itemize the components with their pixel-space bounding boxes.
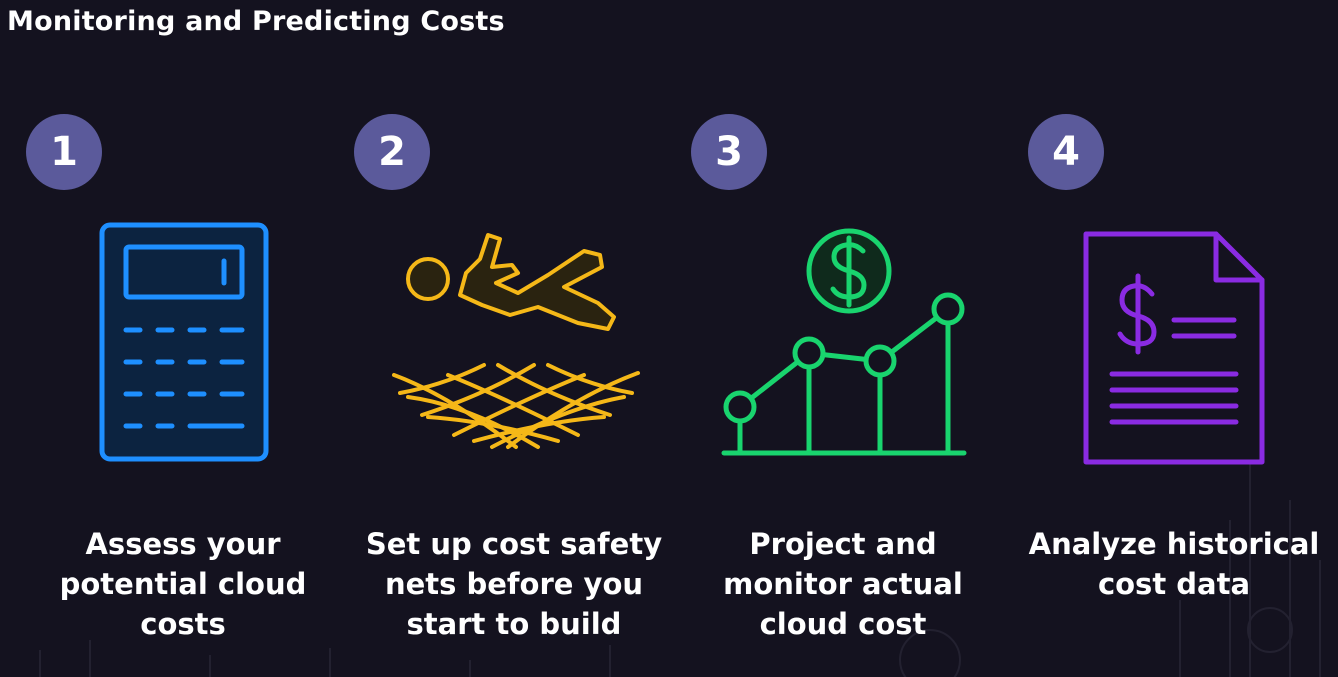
step-1-badge: 1 — [26, 114, 102, 190]
safety-net-icon — [392, 233, 640, 449]
step-2-caption: Set up cost safety nets before you start… — [365, 527, 663, 641]
cost-document-icon — [1083, 231, 1265, 465]
step-2-badge: 2 — [354, 114, 430, 190]
cost-trend-chart-icon — [721, 228, 967, 456]
step-3-caption: Project and monitor actual cloud cost — [723, 527, 963, 641]
step-3-badge: 3 — [691, 114, 767, 190]
step-4-badge: 4 — [1028, 114, 1104, 190]
calculator-icon — [99, 222, 269, 462]
page-title: Monitoring and Predicting Costs — [7, 6, 505, 37]
step-1-caption: Assess your potential cloud costs — [59, 527, 307, 641]
step-4-caption: Analyze historical cost data — [1028, 527, 1320, 601]
